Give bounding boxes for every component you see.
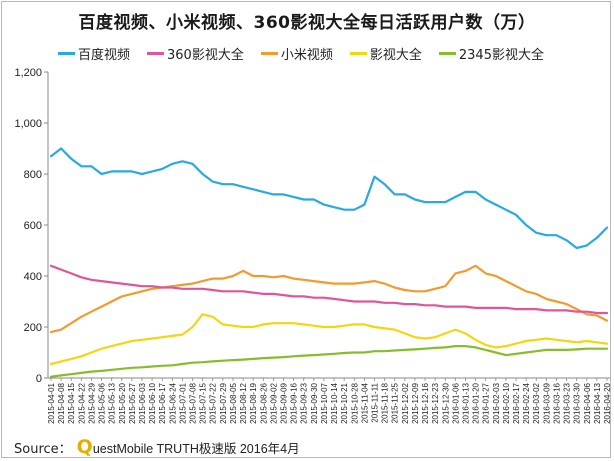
legend-item-1: 360影视大全 bbox=[147, 44, 244, 63]
x-tick-label: 2015-09-23 bbox=[300, 382, 309, 423]
x-tick-label: 2015-05-13 bbox=[108, 382, 117, 423]
x-tick-label: 2016-01-13 bbox=[461, 382, 470, 423]
x-tick-label: 2015-12-02 bbox=[401, 382, 410, 423]
legend-item-4: 2345影视大全 bbox=[438, 44, 544, 63]
x-tick-label: 2015-11-04 bbox=[360, 382, 369, 423]
x-tick-label: 2016-04-20 bbox=[603, 382, 612, 423]
x-tick-label: 2015-07-08 bbox=[189, 382, 198, 423]
x-tick-label: 2015-11-25 bbox=[391, 382, 400, 423]
x-tick-label: 2015-05-20 bbox=[118, 382, 127, 423]
x-tick-label: 2015-09-02 bbox=[269, 382, 278, 423]
x-tick-label: 2015-05-06 bbox=[98, 382, 107, 423]
x-tick-label: 2016-04-13 bbox=[593, 382, 602, 423]
x-tick-label: 2015-11-11 bbox=[370, 382, 379, 422]
source-text: uestMobile TRUTH极速版 2016年4月 bbox=[92, 442, 300, 456]
x-tick-label: 2016-03-16 bbox=[552, 382, 561, 423]
x-tick-label: 2015-04-01 bbox=[47, 382, 56, 423]
x-tick-label: 2015-08-19 bbox=[249, 382, 258, 423]
x-tick-label: 2016-01-27 bbox=[482, 382, 491, 423]
legend-swatch bbox=[438, 51, 456, 55]
x-tick-label: 2016-02-10 bbox=[502, 382, 511, 423]
x-tick-label: 2015-04-29 bbox=[87, 382, 96, 423]
legend-label: 360影视大全 bbox=[167, 47, 244, 63]
series-lines bbox=[49, 147, 609, 378]
x-tick-label: 2015-09-30 bbox=[310, 382, 319, 423]
series-line-3 bbox=[49, 313, 609, 366]
x-tick-label: 2015-08-12 bbox=[239, 382, 248, 423]
x-tick-label: 2016-03-09 bbox=[542, 382, 551, 423]
source-note: Source： Q uestMobile TRUTH极速版 2016年4月 bbox=[14, 436, 300, 458]
x-tick-label: 2015-10-14 bbox=[330, 382, 339, 423]
legend-item-3: 影视大全 bbox=[349, 44, 422, 63]
x-tick-label: 2016-04-06 bbox=[583, 382, 592, 423]
x-tick-label: 2015-04-22 bbox=[77, 382, 86, 423]
y-tick-label: 400 bbox=[24, 271, 42, 283]
legend-item-2: 小米视频 bbox=[260, 44, 333, 63]
x-tick-label: 2015-11-18 bbox=[381, 382, 390, 423]
x-tick-label: 2016-01-06 bbox=[451, 382, 460, 423]
y-tick-label: 600 bbox=[24, 220, 42, 232]
legend-swatch bbox=[349, 51, 367, 55]
legend-swatch bbox=[58, 51, 75, 55]
x-tick-label: 2015-07-15 bbox=[199, 382, 208, 423]
x-tick-label: 2015-07-22 bbox=[209, 382, 218, 423]
series-line-4 bbox=[49, 345, 609, 378]
x-tick-label: 2016-02-17 bbox=[512, 382, 521, 423]
x-tick-label: 2015-06-03 bbox=[138, 382, 147, 423]
legend-label: 小米视频 bbox=[280, 47, 333, 63]
legend-label: 2345影视大全 bbox=[458, 47, 544, 63]
x-tick-label: 2015-10-07 bbox=[320, 382, 329, 423]
x-tick-label: 2015-10-28 bbox=[350, 382, 359, 423]
x-tick-label: 2016-03-30 bbox=[573, 382, 582, 423]
x-tick-label: 2016-02-03 bbox=[492, 382, 501, 423]
x-tick-label: 2015-09-09 bbox=[280, 382, 289, 423]
y-tick-label: 800 bbox=[24, 169, 42, 181]
x-tick-label: 2015-08-05 bbox=[229, 382, 238, 423]
chart-legend: 百度视频 360影视大全 小米视频 影视大全 2345影视大全 bbox=[58, 44, 608, 63]
x-tick-label: 2015-12-09 bbox=[411, 382, 420, 423]
x-tick-label: 2015-09-16 bbox=[290, 382, 299, 423]
questmobile-logo-letter: Q bbox=[76, 436, 93, 458]
legend-item-0: 百度视频 bbox=[58, 44, 130, 63]
source-label: Source： bbox=[14, 442, 72, 457]
x-axis-ticks: 2015-04-01 2015-04-08 2015-04-15 2015-04-22… bbox=[47, 378, 612, 424]
x-tick-label: 2015-06-10 bbox=[148, 382, 157, 423]
legend-swatch bbox=[260, 51, 278, 55]
series-line-2 bbox=[49, 264, 609, 334]
y-axis-ticks: 0 200 400 600 800 1,000 1,200 bbox=[14, 67, 48, 385]
x-tick-label: 2015-04-08 bbox=[57, 382, 66, 423]
x-tick-label: 2015-07-29 bbox=[219, 382, 228, 423]
x-tick-label: 2016-01-20 bbox=[472, 382, 481, 423]
x-tick-label: 2016-03-23 bbox=[563, 382, 572, 423]
legend-swatch bbox=[147, 51, 165, 55]
x-tick-label: 2015-07-01 bbox=[178, 382, 187, 423]
y-tick-label: 1,200 bbox=[14, 67, 42, 79]
x-tick-label: 2016-02-24 bbox=[522, 382, 531, 423]
x-tick-label: 2015-04-15 bbox=[67, 382, 76, 423]
x-tick-label: 2015-12-23 bbox=[431, 382, 440, 423]
y-tick-label: 1,000 bbox=[14, 118, 42, 130]
series-line-0 bbox=[49, 147, 609, 250]
legend-label: 影视大全 bbox=[369, 47, 422, 63]
y-tick-label: 0 bbox=[36, 373, 42, 385]
x-tick-label: 2015-06-24 bbox=[168, 382, 177, 423]
x-tick-label: 2015-08-26 bbox=[259, 382, 268, 423]
y-tick-label: 200 bbox=[24, 322, 42, 334]
x-tick-label: 2015-12-16 bbox=[421, 382, 430, 423]
x-tick-label: 2015-06-17 bbox=[158, 382, 167, 423]
legend-label: 百度视频 bbox=[78, 47, 131, 63]
x-tick-label: 2015-10-21 bbox=[340, 382, 349, 423]
x-tick-label: 2016-03-02 bbox=[532, 382, 541, 423]
x-tick-label: 2015-05-27 bbox=[128, 382, 137, 423]
series-line-1 bbox=[49, 264, 609, 315]
chart-title: 百度视频、小米视频、360影视大全每日活跃用户数（万） bbox=[78, 13, 536, 33]
x-tick-label: 2015-12-30 bbox=[441, 382, 450, 423]
